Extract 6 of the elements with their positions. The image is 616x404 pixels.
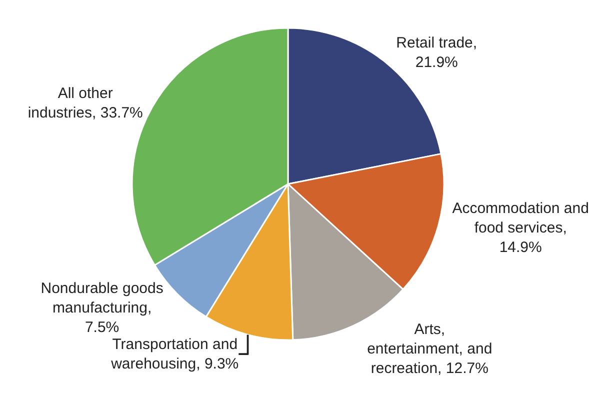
slice-label: All other industries, 33.7% bbox=[28, 84, 143, 122]
slice-label: Retail trade, 21.9% bbox=[396, 34, 478, 71]
slice-label: Nondurable goods manufacturing, 7.5% bbox=[40, 280, 164, 336]
slice-label: Accommodation and food services, 14.9% bbox=[452, 200, 589, 256]
slice-label: Arts, entertainment, and recreation, 12.7% bbox=[367, 320, 492, 377]
slice-label: Transportation and warehousing, 9.3% bbox=[110, 336, 239, 372]
